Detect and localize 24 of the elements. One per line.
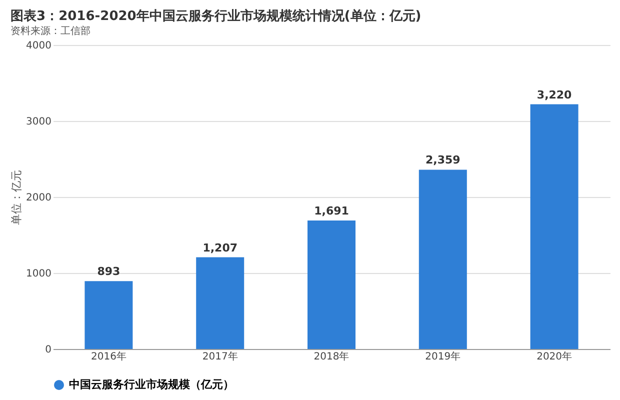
x-tick-label: 2019年	[425, 350, 461, 362]
x-tick-label: 2020年	[536, 350, 572, 362]
y-tick-label: 4000	[26, 40, 52, 52]
data-label: 3,220	[536, 88, 572, 102]
legend-label: 中国云服务行业市场规模（亿元）	[69, 378, 234, 391]
chart-title: 图表3：2016-2020年中国云服务行业市场规模统计情况(单位：亿元)	[10, 8, 422, 24]
x-tick-label: 2018年	[314, 350, 350, 362]
text: 资料来源：工信部	[10, 25, 91, 37]
x-tick-label: 2016年	[90, 350, 126, 362]
y-tick-label: 1000	[26, 268, 52, 280]
data-label: 1,207	[202, 241, 238, 254]
x-tick-label: 2017年	[202, 350, 238, 362]
bar	[196, 257, 244, 349]
data-label: 2,359	[426, 154, 460, 167]
y-axis-title: 单位：亿元	[10, 170, 24, 225]
bar	[530, 104, 578, 349]
y-tick-label: 3000	[26, 116, 52, 128]
bar	[84, 281, 133, 349]
bar	[418, 170, 467, 349]
y-tick-label: 0	[45, 344, 52, 356]
data-label: 1,691	[314, 204, 349, 218]
data-label: 893	[97, 265, 120, 278]
y-tick-label: 2000	[26, 192, 52, 204]
bar	[308, 220, 356, 349]
